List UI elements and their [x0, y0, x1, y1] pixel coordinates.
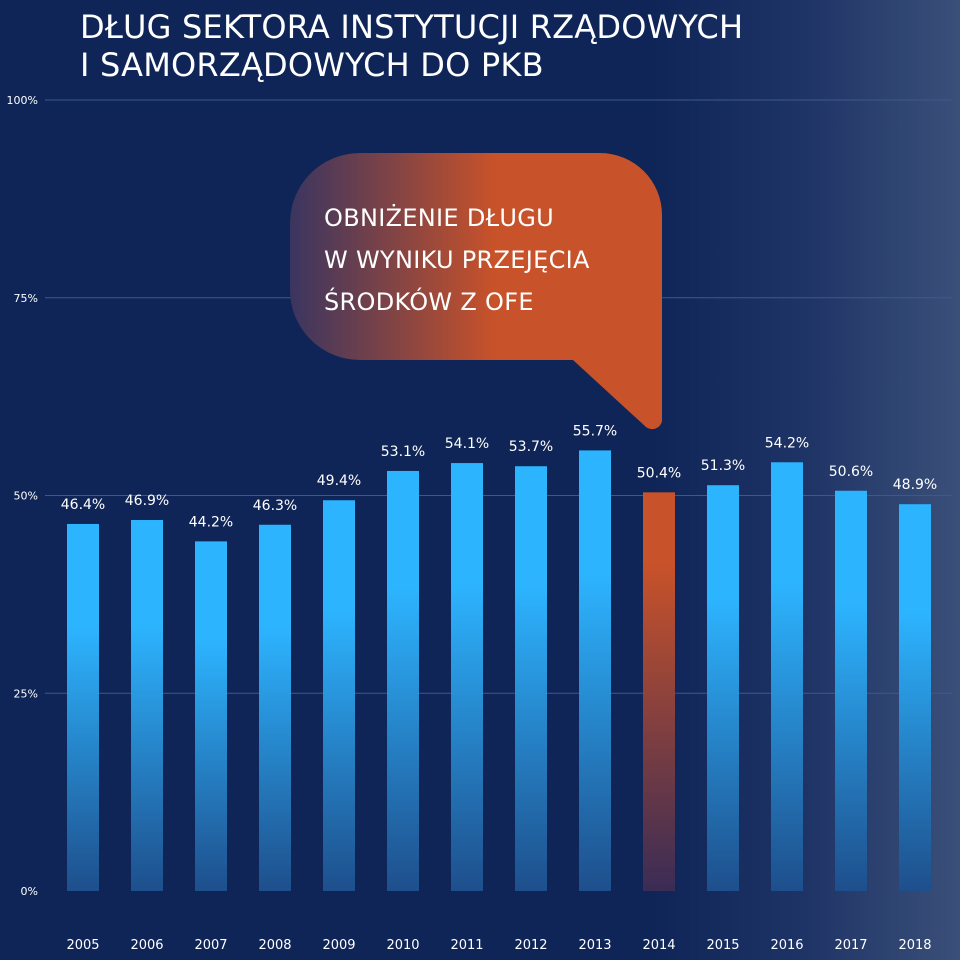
bar-2017 — [835, 490, 867, 891]
y-tick-label: 75% — [14, 292, 38, 305]
chart-title-line-2: I SAMORZĄDOWYCH DO PKB — [80, 46, 544, 84]
chart-title-line-1: DŁUG SEKTORA INSTYTUCJI RZĄDOWYCH — [80, 8, 744, 46]
bar-2015 — [707, 485, 739, 891]
x-axis: 2005 2006 2007 2008 2009 2010 2011 2012 2013 2014… — [66, 938, 931, 953]
chart-title: DŁUG SEKTORA INSTYTUCJI RZĄDOWYCH I SAMO… — [80, 8, 743, 84]
x-tick-label-2012: 2012 — [514, 938, 547, 953]
value-label-2010: 53.1% — [381, 444, 425, 460]
annotation-line-2: W WYNIKU PRZEJĘCIA — [324, 246, 590, 274]
x-tick-label-2014: 2014 — [642, 938, 675, 953]
x-tick-label-2013: 2013 — [578, 938, 611, 953]
bar-2012 — [515, 466, 547, 891]
value-labels: 46.4% 46.9% 44.2% 46.3% 49.4% 53.1% 54.1% 53.7%… — [61, 423, 937, 530]
value-label-2018: 48.9% — [893, 477, 937, 493]
bar-2008 — [259, 524, 291, 891]
value-label-2005: 46.4% — [61, 497, 105, 513]
y-tick-label: 25% — [14, 687, 38, 700]
x-tick-label-2018: 2018 — [898, 938, 931, 953]
x-tick-label-2011: 2011 — [450, 938, 483, 953]
annotation-text: OBNIŻENIE DŁUGU W WYNIKU PRZEJĘCIA ŚRODK… — [324, 197, 590, 323]
value-label-2013: 55.7% — [573, 423, 617, 439]
x-tick-label-2008: 2008 — [258, 938, 291, 953]
x-tick-label-2016: 2016 — [770, 938, 803, 953]
bar-2005 — [67, 523, 99, 891]
x-tick-label-2009: 2009 — [322, 938, 355, 953]
y-tick-label: 50% — [14, 490, 38, 503]
value-label-2006: 46.9% — [125, 493, 169, 509]
annotation-line-1: OBNIŻENIE DŁUGU — [324, 204, 555, 232]
x-tick-label-2017: 2017 — [834, 938, 867, 953]
x-tick-label-2015: 2015 — [706, 938, 739, 953]
y-axis: 0% 25% 50% 75% 100% — [7, 94, 38, 898]
bar-2013 — [579, 450, 611, 891]
y-tick-label: 0% — [21, 885, 38, 898]
value-label-2009: 49.4% — [317, 473, 361, 489]
bar-2007 — [195, 541, 227, 891]
value-label-2012: 53.7% — [509, 439, 553, 455]
value-label-2007: 44.2% — [189, 514, 233, 530]
value-label-2014: 50.4% — [637, 465, 681, 481]
value-label-2011: 54.1% — [445, 436, 489, 452]
bar-2010 — [387, 470, 419, 891]
y-tick-label: 100% — [7, 94, 38, 107]
annotation-line-3: ŚRODKÓW Z OFE — [324, 288, 534, 316]
x-tick-label-2005: 2005 — [66, 938, 99, 953]
bar-2014 — [643, 492, 675, 891]
annotation-speech-bubble — [290, 153, 662, 430]
bar-2016 — [771, 462, 803, 891]
bar-2009 — [323, 500, 355, 891]
bar-2018 — [899, 504, 931, 891]
value-label-2016: 54.2% — [765, 435, 809, 451]
x-tick-label-2007: 2007 — [194, 938, 227, 953]
value-label-2015: 51.3% — [701, 458, 745, 474]
x-tick-label-2010: 2010 — [386, 938, 419, 953]
value-label-2008: 46.3% — [253, 498, 297, 514]
x-tick-label-2006: 2006 — [130, 938, 163, 953]
bar-2011 — [451, 463, 483, 891]
bars — [67, 450, 931, 891]
value-label-2017: 50.6% — [829, 464, 873, 480]
bar-2006 — [131, 520, 163, 891]
